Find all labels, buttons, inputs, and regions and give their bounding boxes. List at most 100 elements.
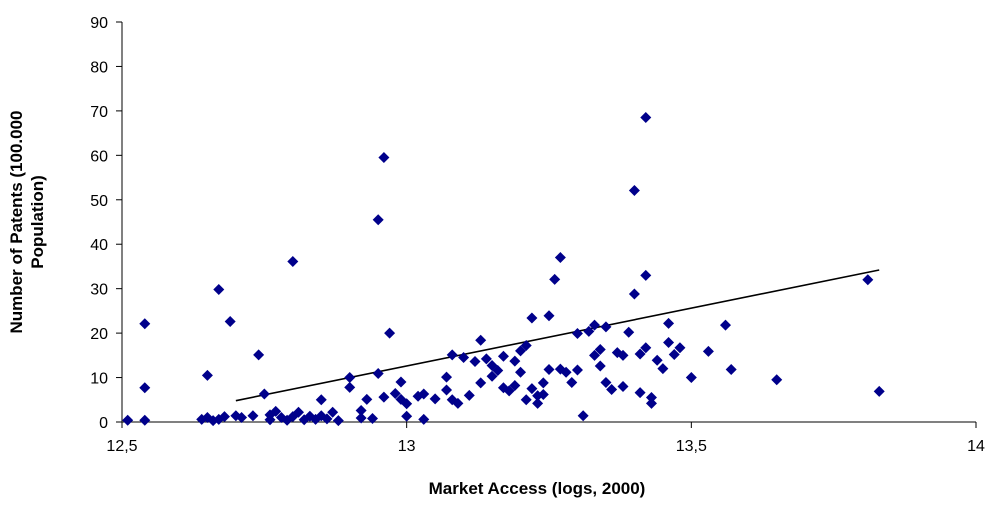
data-point [657,363,669,375]
data-point [543,310,555,322]
trendline-layer [235,269,880,402]
data-point [628,288,640,300]
data-point [292,406,304,418]
data-point [628,184,640,196]
data-point [520,340,532,352]
data-point [617,349,629,361]
data-point [367,412,379,424]
y-tick-label: 80 [90,59,108,76]
data-point [674,342,686,354]
data-point [577,410,589,422]
data-point [583,325,595,337]
data-point [122,414,134,426]
data-point [480,353,492,365]
data-point [475,377,487,389]
data-point [509,355,521,367]
data-point [515,366,527,378]
data-point [287,256,299,268]
data-point [327,406,339,418]
data-point [554,252,566,264]
labels-layer: 0 10 20 30 40 50 60 70 80 90 12,5 13 13,5 14 Market Ac… [7,15,985,498]
data-point [321,413,333,425]
data-point [355,404,367,416]
y-tick-label: 40 [90,237,108,254]
y-tick-label: 60 [90,148,108,165]
y-tick-label: 20 [90,326,108,343]
data-point [475,334,487,346]
data-point [355,412,367,424]
data-point [139,318,151,330]
data-point [469,356,481,368]
data-point [218,411,230,423]
y-tick-label: 10 [90,371,108,388]
data-point [201,369,213,381]
data-point [589,349,601,361]
data-point [258,388,270,400]
data-point [645,397,657,409]
data-point [213,284,225,296]
data-point [247,410,259,422]
data-point [651,354,663,366]
data-point [418,388,430,400]
data-point [537,388,549,400]
data-point [441,371,453,383]
data-point [224,316,236,328]
data-point [452,397,464,409]
data-point [344,381,356,393]
data-point [441,384,453,396]
data-point [389,388,401,400]
data-point [361,393,373,405]
data-point [549,273,561,285]
x-tick-label: 14 [967,438,985,455]
data-point [429,393,441,405]
data-point [685,372,697,384]
points-layer [122,112,885,427]
data-point [253,349,265,361]
data-point [418,413,430,425]
data-point [526,312,538,324]
data-point [589,319,601,331]
data-point [600,321,612,333]
data-point [634,348,646,360]
data-point [702,345,714,357]
data-point [372,368,384,380]
trendline [235,269,880,402]
data-point [771,374,783,386]
data-point [640,112,652,124]
x-tick-label: 13,5 [676,438,707,455]
y-axis-title-line: Population) [28,175,47,268]
data-point [537,377,549,389]
y-tick-label: 50 [90,193,108,210]
data-point [532,397,544,409]
data-point [515,345,527,357]
data-point [401,410,413,422]
data-point [862,274,874,286]
data-point [344,372,356,384]
data-point [640,342,652,354]
data-point [139,382,151,394]
data-point [640,269,652,281]
y-axis-title-line: Number of Patents (100.000 [7,111,26,334]
y-tick-label: 30 [90,282,108,299]
data-point [270,405,282,417]
data-point [332,415,344,427]
data-point [725,364,737,376]
data-point [663,336,675,348]
data-point [458,352,470,364]
data-point [384,327,396,339]
data-point [645,392,657,404]
y-tick-label: 0 [99,415,108,432]
data-point [543,364,555,376]
data-point [315,394,327,406]
data-point [594,360,606,372]
y-tick-label: 90 [90,15,108,32]
data-point [566,376,578,388]
data-point [139,414,151,426]
data-point [873,385,885,397]
axes [116,21,977,428]
data-point [560,366,572,378]
data-point [492,364,504,376]
data-point [378,391,390,403]
